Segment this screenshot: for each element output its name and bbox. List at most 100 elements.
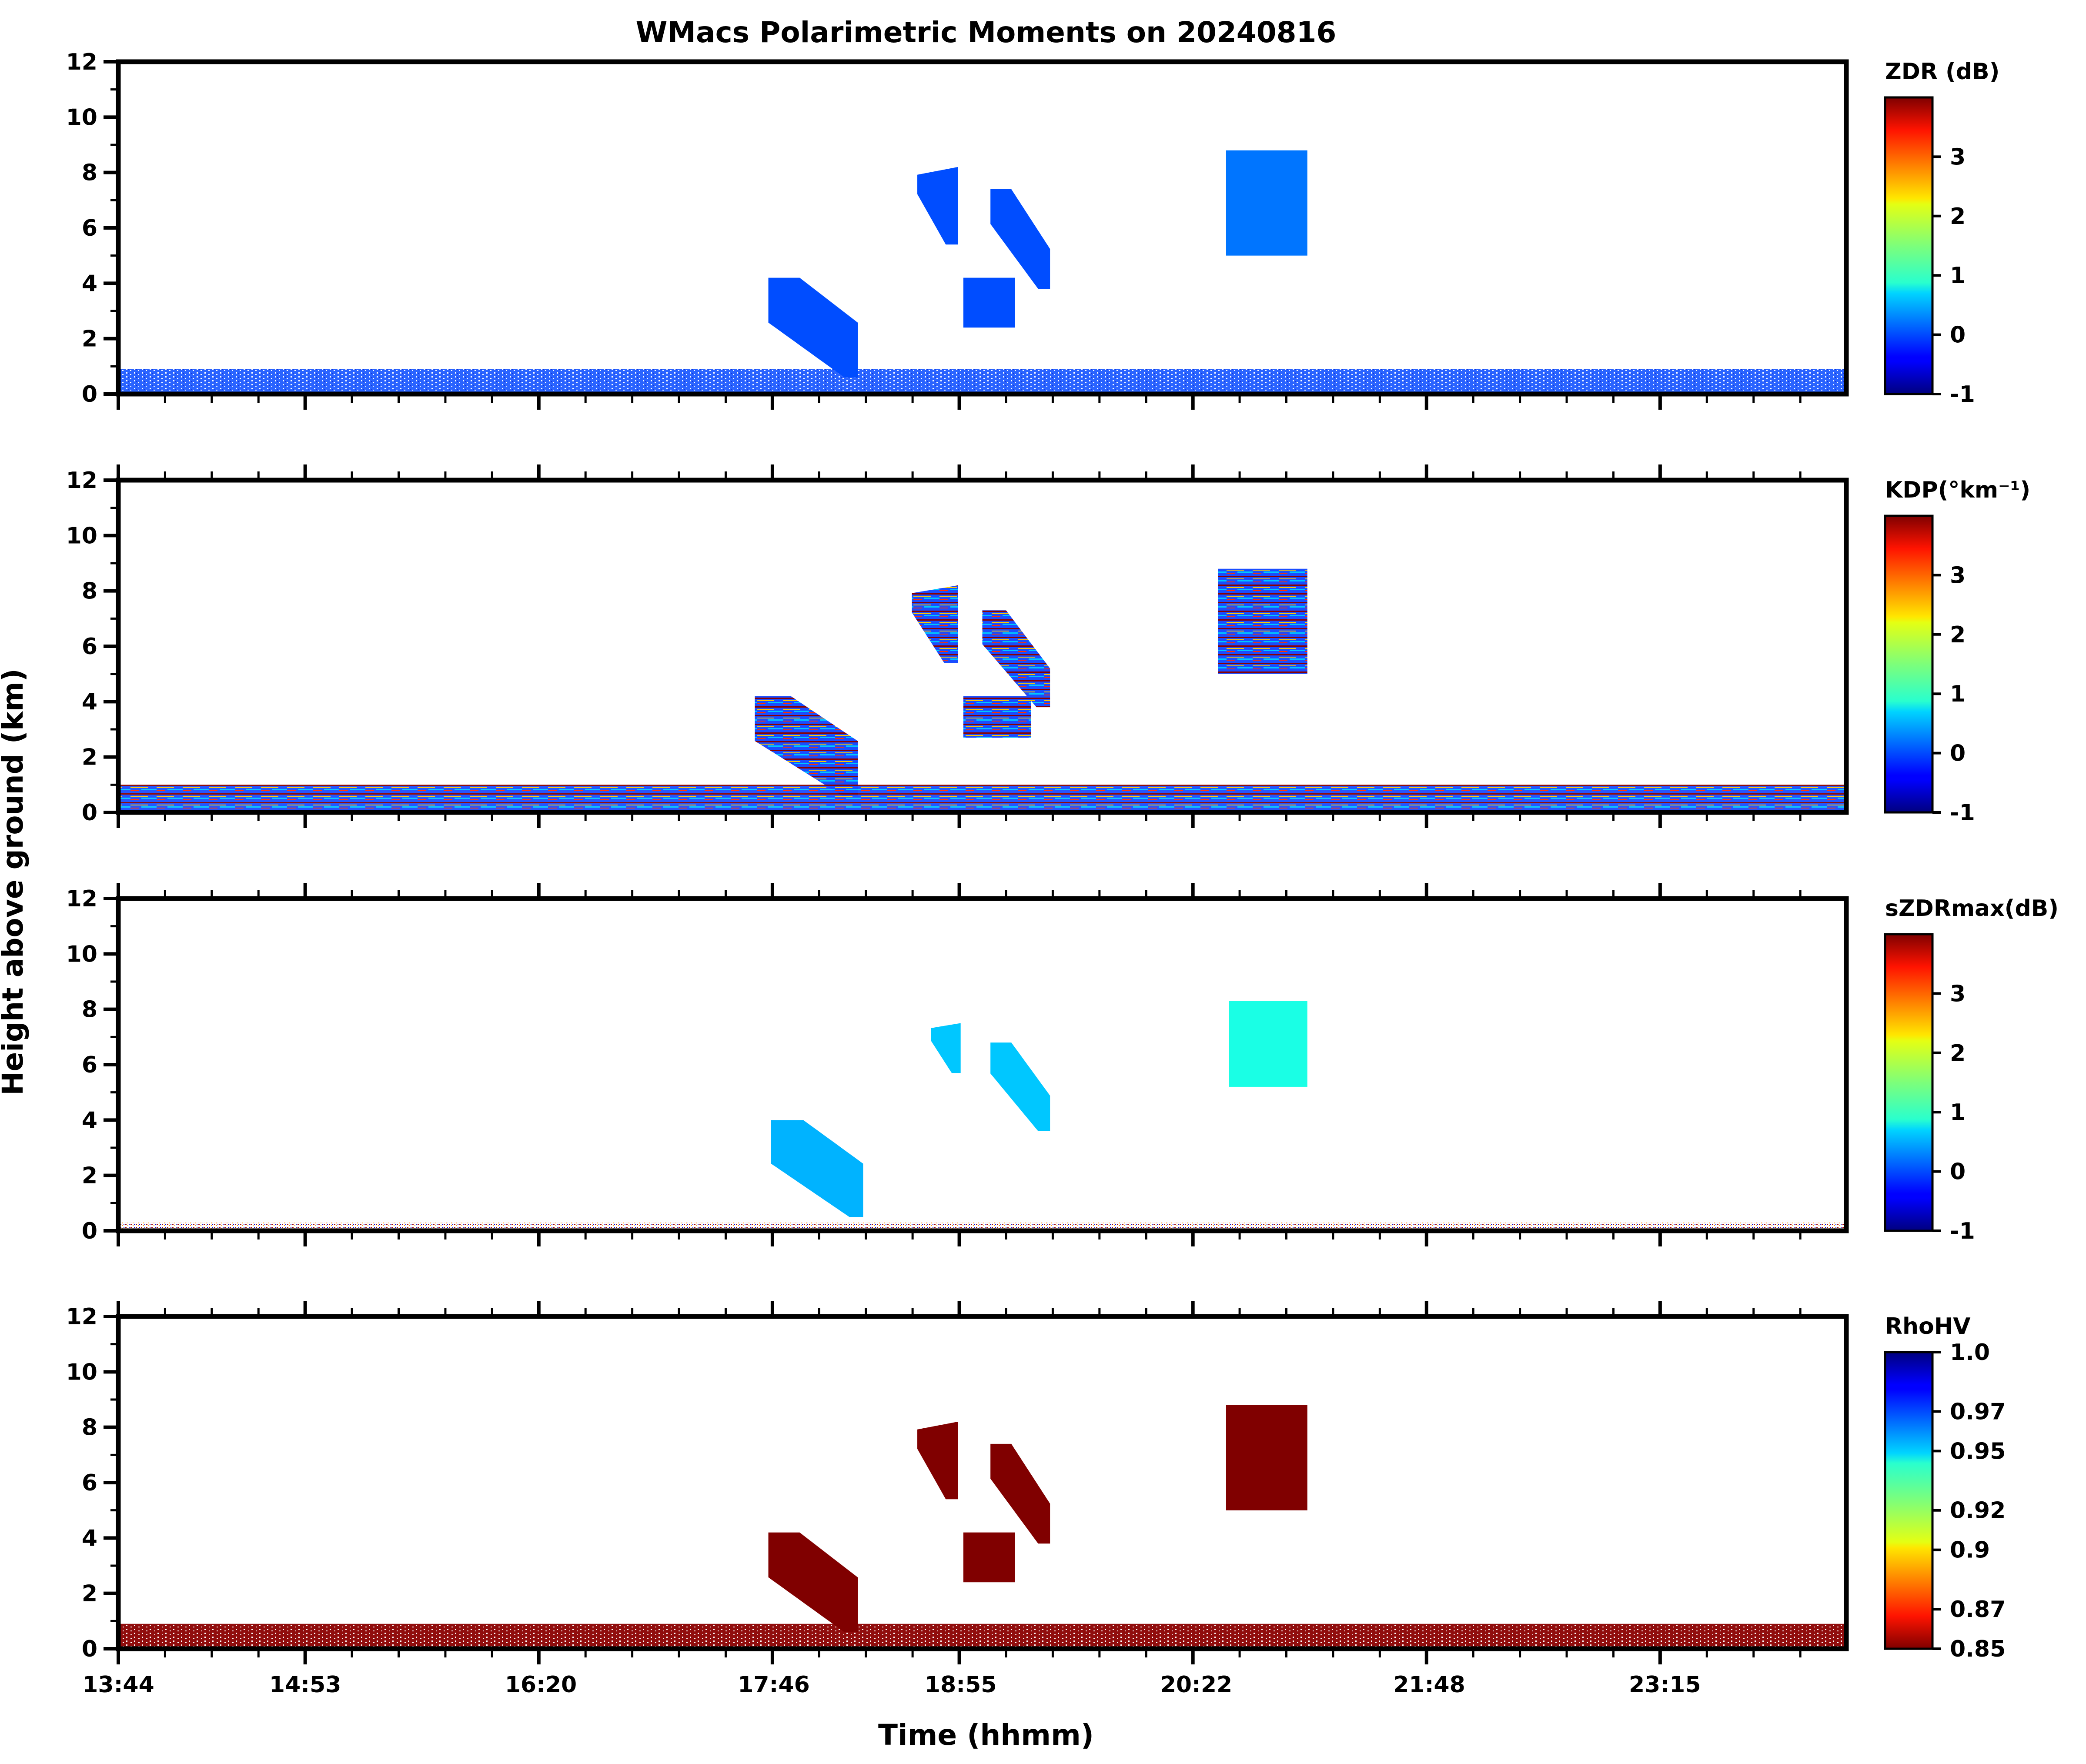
y-tick-label: 6 (82, 634, 97, 660)
echo-cloud-2030 (1226, 1405, 1307, 1510)
colorbar-tick-label: 1 (1950, 1099, 1966, 1126)
y-tick-label: 8 (82, 578, 97, 605)
echo-cloud-2030 (1226, 150, 1307, 256)
x-tick-labels: 13:44 14:53 16:20 17:46 18:55 20:22 21:48 23:15 (82, 1672, 1701, 1698)
colorbar-kdp: KDP(°km⁻¹) -1 0 1 2 3 (1884, 477, 2030, 826)
colorbar-szdrmax: sZDRmax(dB) -1 0 1 2 3 (1884, 895, 2059, 1244)
colorbar-tick-label: 0 (1950, 1159, 1966, 1185)
echo-cloud-1900 (990, 189, 1050, 289)
echo-cloud-1830 (912, 585, 958, 663)
x-tick-label: 17:46 (738, 1672, 810, 1698)
echo-boundary-layer (118, 369, 1846, 394)
colorbar-tick-label: 3 (1950, 981, 1966, 1007)
x-axis-label: Time (hhmm) (878, 1718, 1094, 1752)
echo-cloud-1856-low (963, 1532, 1015, 1583)
echo-cloud-2030 (1218, 568, 1307, 674)
colorbar-zdr: ZDR (dB) -1 0 1 2 3 (1884, 59, 1999, 408)
colorbar-tick-label: -1 (1950, 381, 1975, 408)
echo-cloud-1900 (982, 610, 1050, 708)
x-tick-label: 16:20 (505, 1672, 577, 1698)
colorbar-tick-label: 2 (1950, 204, 1966, 230)
colorbar-label: RhoHV (1885, 1313, 1971, 1340)
colorbar-tick-label: 2 (1950, 1040, 1966, 1066)
colorbar-gradient (1884, 96, 1934, 395)
echo-cloud-1900 (990, 1042, 1050, 1131)
colorbar-tick-label: 1 (1950, 681, 1966, 707)
colorbar-tick-label: 0.95 (1950, 1438, 2006, 1464)
y-tick-label: 2 (82, 745, 97, 771)
x-tick-label: 20:22 (1160, 1672, 1233, 1698)
colorbar-gradient (1884, 514, 1934, 814)
colorbar-tick-label: 1.0 (1950, 1340, 1990, 1366)
echo-cloud-1830 (917, 1421, 958, 1500)
y-tick-label: 8 (82, 997, 97, 1023)
y-tick-label: 12 (66, 49, 97, 75)
echo-cloud-1900 (990, 1443, 1050, 1544)
y-tick-label: 6 (82, 215, 97, 241)
x-tick-label: 21:48 (1393, 1672, 1465, 1698)
x-tick-label: 13:44 (82, 1672, 154, 1698)
echo-cloud-2030 (1229, 1001, 1307, 1087)
colorbar-gradient (1884, 1351, 1934, 1650)
colorbar-tick-label: 3 (1950, 562, 1966, 588)
echo-fallstreak-1745 (768, 277, 858, 378)
y-tick-label: 12 (66, 886, 97, 912)
colorbar-label: ZDR (dB) (1885, 59, 1999, 85)
plot-area (118, 1316, 1846, 1649)
echo-boundary-layer (118, 1624, 1846, 1649)
y-tick-label: 0 (82, 1636, 97, 1662)
colorbar-tick-label: 0.87 (1950, 1597, 2006, 1623)
y-tick-label: 0 (82, 381, 97, 408)
echo-boundary-layer (118, 785, 1846, 812)
colorbar-gradient (1884, 933, 1934, 1232)
plot-area (118, 480, 1846, 812)
colorbar-tick-label: 2 (1950, 622, 1966, 648)
colorbar-tick-label: -1 (1950, 1218, 1975, 1244)
echo-cloud-1856-low (963, 277, 1015, 328)
echo-fallstreak-1745 (755, 696, 858, 796)
x-tick-label: 18:55 (925, 1672, 997, 1698)
echo-cloud-1830 (917, 167, 958, 245)
x-tick-label: 14:53 (269, 1672, 341, 1698)
colorbar-rhohv: RhoHV 0.85 0.87 0.9 0.92 0.95 0.97 1.0 (1884, 1313, 2006, 1662)
colorbar-tick-label: 0 (1950, 741, 1966, 767)
colorbar-tick-label: 0.9 (1950, 1537, 1990, 1564)
colorbar-tick-label: 3 (1950, 144, 1966, 170)
y-axis-label: Height above ground (km) (0, 668, 30, 1096)
echo-fallstreak-1745 (771, 1120, 863, 1217)
y-tick-label: 4 (82, 1525, 97, 1551)
y-tick-label: 0 (82, 1218, 97, 1244)
echo-cloud-1830 (931, 1023, 961, 1073)
y-tick-label: 0 (82, 800, 97, 826)
colorbar-tick-label: 0.92 (1950, 1498, 2006, 1524)
y-tick-label: 10 (66, 104, 97, 130)
colorbar-label: KDP(°km⁻¹) (1885, 477, 2030, 503)
panel-rhohv: 0 2 4 6 8 10 12 RhoHV 0.85 0.87 0.9 0.92 0.95 0.97 1.0 (66, 1301, 2006, 1664)
plot-area (118, 899, 1846, 1231)
y-tick-label: 12 (66, 468, 97, 494)
y-tick-label: 2 (82, 1163, 97, 1189)
colorbar-label: sZDRmax(dB) (1885, 895, 2059, 922)
y-tick-label: 12 (66, 1304, 97, 1330)
y-tick-label: 2 (82, 326, 97, 352)
colorbar-tick-label: 1 (1950, 263, 1966, 289)
y-tick-label: 6 (82, 1470, 97, 1496)
y-tick-label: 10 (66, 941, 97, 967)
chart-title: WMacs Polarimetric Moments on 20240816 (636, 16, 1337, 49)
x-tick-label: 23:15 (1629, 1672, 1701, 1698)
echo-cloud-1856-low (963, 696, 1031, 738)
y-tick-label: 4 (82, 1107, 97, 1133)
y-tick-label: 4 (82, 271, 97, 297)
y-tick-label: 4 (82, 689, 97, 715)
colorbar-tick-label: 0.97 (1950, 1399, 2006, 1425)
y-tick-label: 6 (82, 1052, 97, 1078)
colorbar-tick-label: -1 (1950, 800, 1975, 826)
y-tick-label: 10 (66, 1359, 97, 1385)
colorbar-tick-label: 0.85 (1950, 1636, 2006, 1662)
y-tick-label: 8 (82, 1415, 97, 1441)
